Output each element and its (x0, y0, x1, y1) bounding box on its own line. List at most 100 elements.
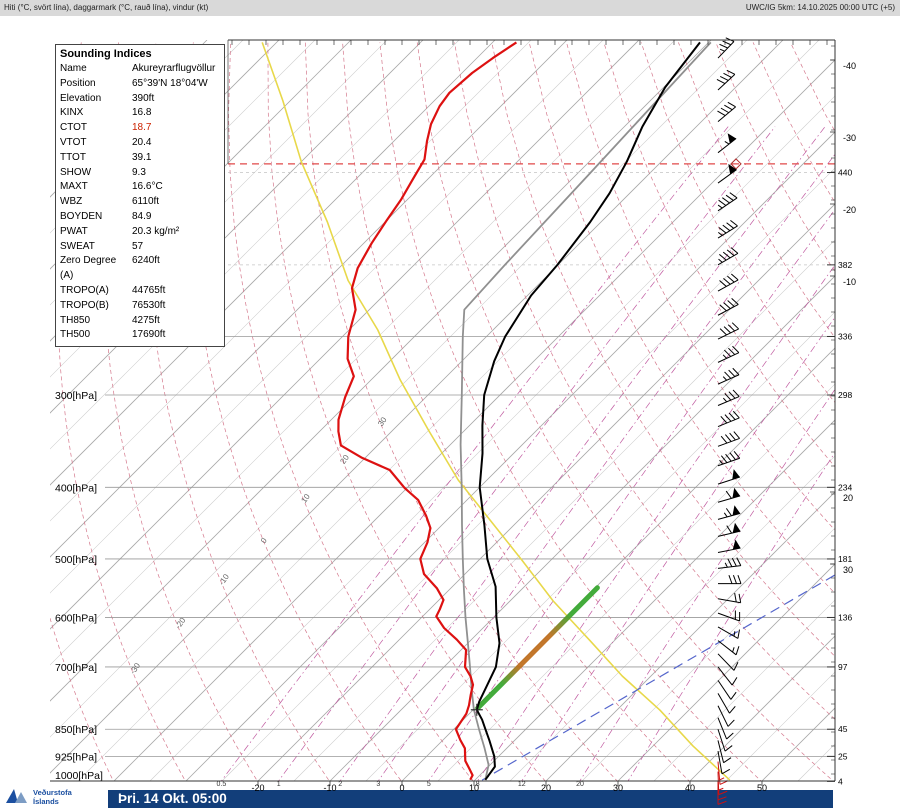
bottom-temp-label: 10 (469, 783, 479, 793)
index-row: TH500 17690ft (56, 328, 224, 343)
right-temp-label: -40 (843, 61, 856, 71)
index-row: PWAT 20.3 kg/m² (56, 225, 224, 240)
mixing-ratio-label: 20 (576, 781, 584, 788)
wind-barb (717, 522, 741, 537)
index-row: WBZ 6110ft (56, 195, 224, 210)
bottom-temp-label: 50 (757, 783, 767, 793)
index-row: VTOT 20.4 (56, 136, 224, 151)
index-label: PWAT (60, 225, 88, 237)
index-row: Name Akureyrarflugvöllur (56, 62, 224, 77)
bottom-temp-label: 40 (685, 783, 695, 793)
index-value: 84.9 (132, 210, 152, 222)
index-label: TTOT (60, 151, 86, 163)
dry-adiabat-label: 30 (376, 415, 389, 428)
blue-dashed-line (481, 574, 835, 781)
index-label: VTOT (60, 136, 87, 148)
index-row: SHOW 9.3 (56, 166, 224, 181)
chart-area (50, 40, 835, 781)
flight-level-label: 25 (838, 751, 848, 761)
flight-level-label: 97 (838, 662, 848, 672)
dry-adiabat-label: -10 (217, 572, 231, 587)
pressure-label: 850[hPa] (55, 724, 97, 736)
wind-barb (717, 693, 736, 714)
index-label: WBZ (60, 196, 83, 208)
index-label: KINX (60, 107, 84, 119)
pressure-label: 600[hPa] (55, 612, 97, 624)
index-label: TH500 (60, 329, 91, 341)
index-value: 39.1 (132, 151, 152, 163)
wind-barb (717, 247, 739, 266)
wind-barb (717, 640, 740, 656)
footer-bar (108, 790, 833, 808)
flight-path-segment (475, 585, 600, 711)
index-value: 18.7 (132, 122, 152, 134)
pressure-label: 925[hPa] (55, 751, 97, 763)
wind-barb (717, 539, 741, 553)
tropopause-marker (730, 158, 742, 170)
wind-barb (717, 322, 740, 340)
dewpoint-curve (337, 41, 518, 781)
index-value: 65°39'N 18°04'W (132, 77, 208, 89)
index-value: 76530ft (132, 299, 166, 311)
bottom-temp-label: 30 (613, 783, 623, 793)
parcel-curve (459, 41, 712, 780)
right-temp-label: -10 (843, 277, 856, 287)
index-label: TROPO(B) (60, 299, 109, 311)
index-label: TH850 (60, 314, 91, 326)
index-value: 44765ft (132, 284, 166, 296)
wind-barb (717, 450, 741, 467)
wind-barb (717, 163, 737, 184)
flight-level-label: 382 (838, 260, 852, 270)
flight-level-label: 136 (838, 612, 852, 622)
wind-barb (717, 469, 741, 485)
wind-barb (717, 487, 741, 503)
index-value: Akureyrarflugvöllur (132, 63, 216, 74)
mixing-ratio-label: 0.5 (217, 781, 227, 788)
index-value: 6240ft (132, 255, 160, 267)
index-label: SWEAT (60, 240, 95, 252)
top-info-bar: Hiti (°C, svört lína), daggarmark (°C, r… (0, 0, 900, 16)
index-row: TROPO(B) 76530ft (56, 299, 224, 314)
index-label: TROPO(A) (60, 284, 109, 296)
index-label: Position (60, 77, 96, 89)
dry-adiabat-label: 10 (299, 492, 312, 505)
surface-marker (470, 703, 483, 716)
right-temp-label: -30 (843, 133, 856, 143)
wind-barb (717, 367, 740, 385)
mixing-ratio-label: 1 (277, 781, 281, 788)
wind-barb (717, 505, 741, 520)
mixing-ratio-label: 12 (518, 781, 526, 788)
wind-barb (717, 705, 735, 727)
vedurstofa-logo: Veðurstofa Íslands (5, 786, 72, 806)
mixing-ratio-label: 2 (338, 781, 342, 788)
model-run-text: UWC/IG 5km: 14.10.2025 00:00 UTC (+5) (745, 3, 895, 12)
wind-barb (717, 133, 737, 154)
index-row: Elevation 390ft (56, 92, 224, 107)
mixing-ratio-label: 8 (476, 781, 480, 788)
index-row: TROPO(A) 44765ft (56, 284, 224, 299)
index-value: 9.3 (132, 166, 146, 178)
wind-barb (717, 680, 737, 700)
legend-text: Hiti (°C, svört lína), daggarmark (°C, r… (4, 3, 209, 12)
temperature-curve (475, 41, 701, 781)
bottom-temp-label: 20 (541, 783, 551, 793)
index-label: Elevation (60, 92, 102, 104)
pressure-label: 300[hPa] (55, 390, 97, 402)
index-row: TH850 4275ft (56, 314, 224, 329)
index-label: BOYDEN (60, 210, 103, 222)
wind-barb (717, 192, 738, 212)
chart-border (50, 39, 836, 782)
index-label: SHOW (60, 166, 92, 178)
dry-adiabat-label: -30 (128, 661, 142, 676)
index-row: Zero Degree (A) 6240ft (56, 254, 224, 284)
index-value: 20.3 kg/m² (132, 225, 180, 237)
bottom-temp-label: 0 (399, 783, 404, 793)
right-temp-label: -20 (843, 205, 856, 215)
bottom-temp-label: -20 (251, 783, 264, 793)
yellow-reference-curve (261, 42, 731, 781)
wind-barb (717, 729, 733, 752)
pressure-gridlines (105, 172, 835, 757)
index-value: 4275ft (132, 314, 160, 326)
right-temp-label: 30 (843, 565, 853, 575)
mixing-ratio-label: 3 (376, 781, 380, 788)
